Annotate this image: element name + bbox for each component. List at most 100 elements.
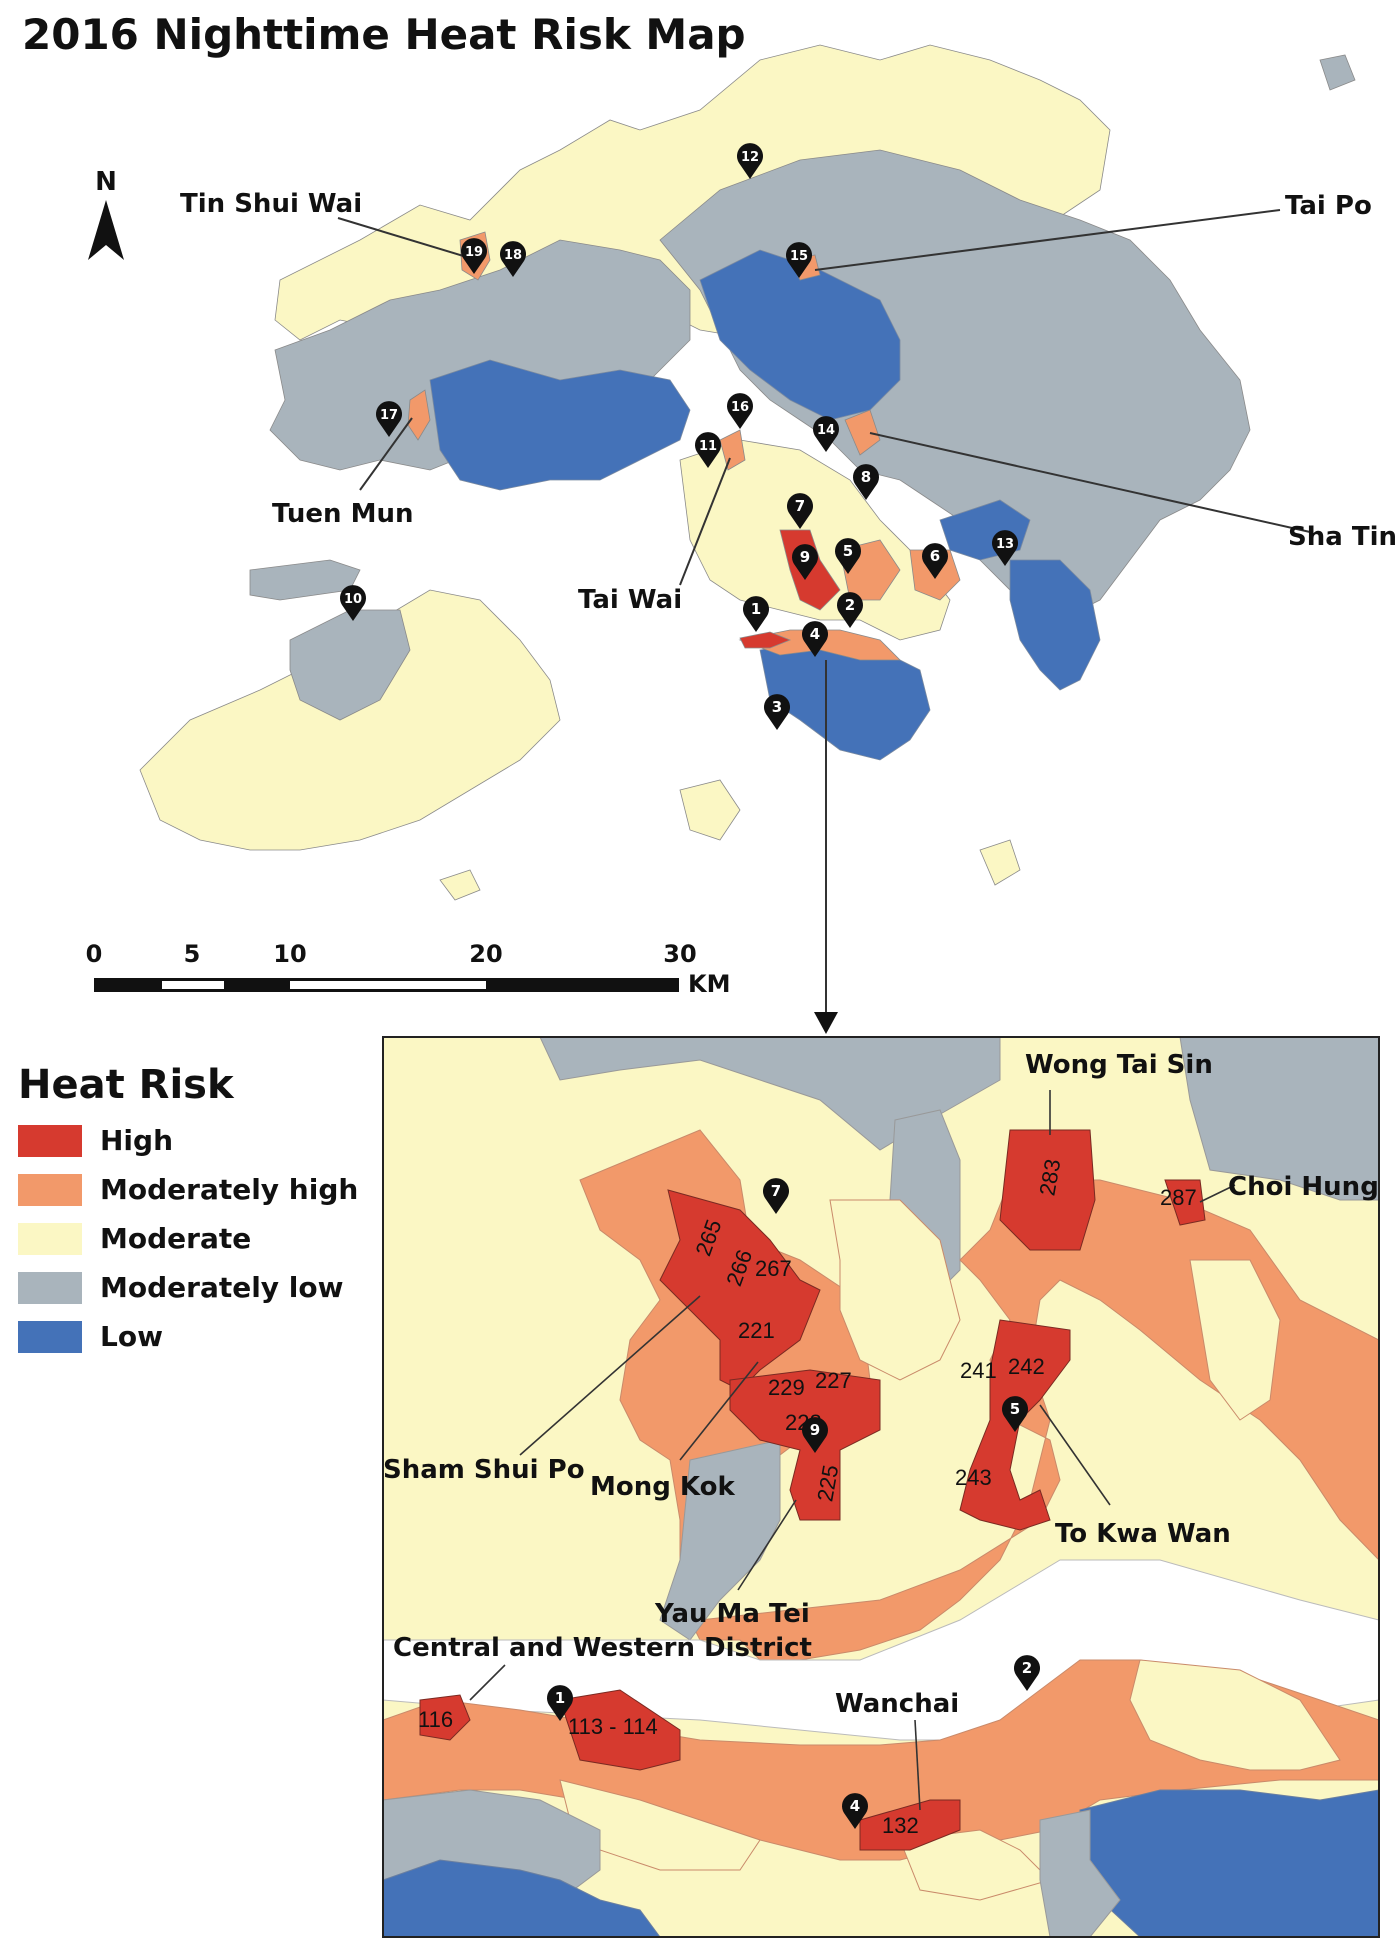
region-tuen-mun [407, 389, 431, 441]
location-pin-icon: 19 [461, 238, 487, 274]
north-arrow: N [88, 167, 124, 260]
region-low-east [1009, 559, 1101, 691]
location-pin-icon: 8 [853, 464, 879, 500]
pin-number: 6 [930, 547, 940, 565]
label-sham-shui-po: Sham Shui Po [383, 1455, 585, 1485]
code-267: 267 [755, 1256, 792, 1281]
label-yau-ma-tei: Yau Ma Tei [654, 1599, 810, 1629]
scale-unit: KM [688, 970, 730, 998]
leader-lines [337, 209, 1311, 1025]
pin-number: 1 [555, 1689, 565, 1707]
label-mong-kok: Mong Kok [590, 1472, 735, 1502]
code-221: 221 [738, 1318, 775, 1343]
pin-number: 7 [771, 1182, 781, 1200]
code-242: 242 [1008, 1354, 1045, 1379]
pin-number: 16 [731, 400, 749, 415]
label-tin-shui-wai: Tin Shui Wai [180, 189, 362, 219]
legend-label: Moderately low [100, 1271, 344, 1304]
location-pin-icon: 3 [764, 694, 790, 730]
location-pin-icon: 15 [786, 242, 812, 278]
label-tai-wai: Tai Wai [578, 585, 682, 615]
scale-tick-30: 30 [663, 940, 696, 968]
pin-number: 7 [795, 497, 805, 515]
island-small-3 [979, 839, 1021, 886]
label-choi-hung: Choi Hung [1228, 1172, 1379, 1202]
pin-number: 3 [772, 698, 782, 716]
north-arrow-icon [88, 200, 124, 260]
location-pin-icon: 1 [743, 596, 769, 632]
location-pin-icon: 11 [695, 432, 721, 468]
code-132: 132 [882, 1813, 919, 1838]
location-pin-icon: 5 [1002, 1396, 1028, 1432]
pin-number: 5 [843, 542, 853, 560]
pin-number: 15 [790, 249, 808, 264]
legend-title: Heat Risk [18, 1062, 234, 1108]
legend-swatch [18, 1124, 82, 1157]
overview-place-labels: Tin Shui Wai Tai Po Tuen Mun Tai Wai Sha… [180, 189, 1396, 615]
pin-number: 9 [810, 1421, 820, 1439]
code-241: 241 [960, 1358, 997, 1383]
region-lantau-north [289, 609, 411, 721]
inset-markers: 7 9 5 2 1 4 [547, 1178, 1040, 1829]
location-pin-icon: 12 [737, 143, 764, 179]
overview-map: N Tin Shui Wai Tai Po Tuen Mun Tai Wai S… [86, 44, 1396, 1034]
pin-number: 17 [380, 408, 398, 423]
region-tai-wai [719, 429, 746, 471]
island-small-1 [439, 869, 481, 901]
pin-number: 13 [996, 537, 1014, 552]
location-pin-icon: 2 [837, 592, 864, 628]
island-small-4 [1319, 54, 1356, 91]
location-pin-icon: 17 [376, 401, 402, 437]
location-pin-icon: 6 [922, 543, 948, 579]
location-pin-icon: 5 [835, 538, 861, 574]
code-229: 229 [768, 1375, 805, 1400]
inset-arrow-head [814, 1012, 838, 1034]
legend-item: Moderately high [18, 1165, 358, 1214]
scale-tick-20: 20 [469, 940, 502, 968]
region-central-high [739, 631, 792, 649]
location-pin-icon: 7 [763, 1178, 789, 1214]
scale-tick-10: 10 [273, 940, 306, 968]
label-wong-tai-sin: Wong Tai Sin [1025, 1050, 1213, 1080]
legend-swatch [18, 1173, 82, 1206]
map-title: 2016 Nighttime Heat Risk Map [22, 10, 746, 59]
legend-item: Low [18, 1312, 358, 1361]
location-pin-icon: 4 [842, 1793, 869, 1829]
pin-number: 2 [845, 596, 855, 614]
pin-number: 9 [800, 548, 810, 566]
location-pin-icon: 13 [992, 530, 1018, 566]
pin-number: 2 [1022, 1659, 1032, 1677]
code-113-114: 113 - 114 [568, 1714, 658, 1739]
legend-swatch [18, 1222, 82, 1255]
label-central-western: Central and Western District [393, 1633, 812, 1663]
pin-number: 18 [504, 248, 522, 263]
location-pin-icon: 9 [802, 1417, 828, 1453]
scale-tick-0: 0 [86, 940, 103, 968]
location-pin-icon: 4 [802, 621, 828, 657]
code-116: 116 [418, 1707, 453, 1732]
pin-number: 4 [810, 625, 820, 643]
legend-swatch [18, 1320, 82, 1353]
inset-place-labels: Wong Tai Sin Choi Hung Sham Shui Po Mong… [383, 1050, 1379, 1719]
code-243: 243 [955, 1465, 992, 1490]
legend-label: Moderate [100, 1222, 252, 1255]
location-pin-icon: 7 [787, 493, 813, 529]
pin-number: 8 [861, 468, 871, 486]
legend-label: Low [100, 1320, 163, 1353]
region-sha-tin [844, 409, 881, 456]
pin-number: 14 [817, 423, 835, 438]
island-small-2 [679, 779, 741, 841]
location-pin-icon: 18 [500, 241, 526, 277]
code-287: 287 [1160, 1185, 1197, 1210]
code-227: 227 [815, 1368, 852, 1393]
pin-number: 1 [751, 600, 761, 618]
legend-label: Moderately high [100, 1173, 359, 1206]
label-to-kwa-wan: To Kwa Wan [1055, 1519, 1231, 1549]
label-tai-po: Tai Po [1285, 191, 1372, 221]
inset-map: Wong Tai Sin Choi Hung Sham Shui Po Mong… [382, 1036, 1380, 1938]
inset-codes: 265 266 267 221 229 227 228 225 283 287 … [418, 1157, 1197, 1838]
legend-item: Moderately low [18, 1263, 358, 1312]
